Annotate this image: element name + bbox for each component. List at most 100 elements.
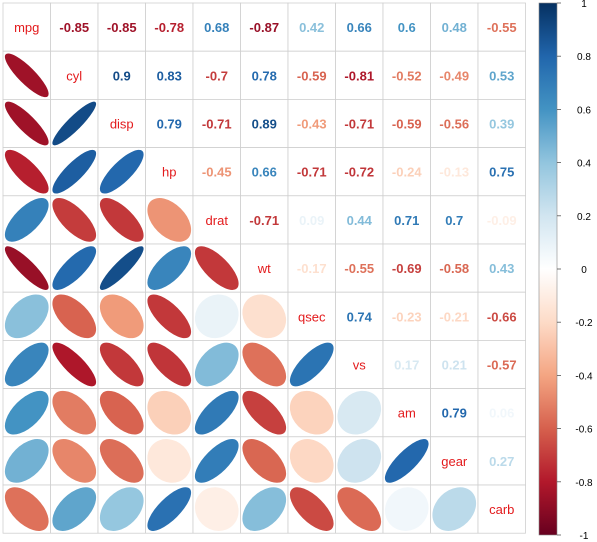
colorbar-tick-label: 0.4 — [577, 159, 591, 170]
correlation-value: -0.57 — [487, 358, 517, 373]
correlation-value: -0.59 — [392, 117, 422, 132]
correlation-ellipse — [147, 342, 192, 387]
correlation-value: -0.81 — [344, 68, 374, 83]
correlation-ellipse — [194, 487, 239, 531]
correlation-ellipse — [4, 487, 49, 531]
grid-cell — [240, 2, 289, 52]
correlation-value: 0.39 — [489, 117, 514, 132]
correlation-value: 0.89 — [252, 117, 277, 132]
correlation-value: -0.55 — [487, 20, 517, 35]
grid-cell — [240, 195, 289, 245]
correlation-ellipse — [99, 149, 144, 194]
correlation-value: 0.48 — [442, 20, 467, 35]
grid-cell — [335, 2, 384, 52]
colorbar: 1 0.8 0.6 0.4 0.2 0 -0.2 -0.4 -0.6 -0.8 -1 — [538, 0, 593, 542]
grid-cell — [477, 2, 526, 52]
correlation-ellipse — [52, 294, 97, 339]
grid-cell — [477, 243, 526, 293]
correlation-ellipse — [242, 487, 287, 531]
grid-cell — [240, 147, 289, 197]
correlation-ellipse — [4, 246, 49, 290]
correlation-ellipse — [194, 390, 239, 435]
correlation-ellipse — [52, 390, 97, 435]
correlation-value: 0.75 — [489, 165, 514, 180]
correlation-value: -0.71 — [202, 117, 232, 132]
correlation-ellipse — [4, 294, 49, 339]
correlation-ellipse — [289, 390, 334, 435]
grid-cell — [477, 388, 526, 438]
correlation-value: 0.74 — [347, 309, 373, 324]
variable-label-disp: disp — [110, 117, 134, 132]
correlation-ellipse — [337, 390, 382, 435]
colorbar-tick-label: -0.2 — [575, 318, 593, 329]
correlation-value: -0.85 — [107, 20, 137, 35]
correlation-ellipse — [99, 198, 144, 242]
correlation-ellipse — [194, 246, 239, 290]
grid-cell — [430, 147, 479, 197]
correlation-ellipse — [99, 246, 144, 290]
grid-cell — [477, 50, 526, 100]
correlation-ellipse — [4, 342, 49, 387]
correlation-ellipse — [194, 342, 239, 387]
correlation-value: -0.58 — [439, 261, 469, 276]
grid-cell — [192, 50, 241, 100]
grid-cell — [335, 339, 384, 389]
grid-cell — [477, 436, 526, 486]
correlation-value: 0.66 — [347, 20, 372, 35]
correlation-value: 0.6 — [398, 20, 416, 35]
correlation-value: -0.21 — [439, 309, 469, 324]
correlation-ellipse — [147, 439, 192, 483]
correlation-value: 0.79 — [442, 406, 467, 421]
variable-label-carb: carb — [489, 502, 514, 517]
correlation-ellipse — [52, 439, 97, 483]
correlation-value: 0.27 — [489, 454, 514, 469]
variable-label-hp: hp — [162, 165, 176, 180]
grid-cell — [430, 388, 479, 438]
correlation-ellipse — [4, 101, 49, 146]
correlation-ellipse — [242, 342, 287, 387]
correlation-value: 0.44 — [347, 213, 373, 228]
correlation-value: -0.71 — [344, 117, 374, 132]
grid-cell — [477, 195, 526, 245]
grid-cell — [477, 339, 526, 389]
correlation-ellipse — [99, 390, 144, 435]
correlation-ellipse — [147, 487, 192, 531]
correlation-ellipse — [99, 439, 144, 483]
correlation-ellipse — [289, 487, 334, 531]
correlation-value: 0.71 — [394, 213, 419, 228]
correlation-value: -0.43 — [297, 117, 327, 132]
grid-cell — [382, 388, 431, 438]
correlation-value: 0.09 — [299, 213, 324, 228]
correlation-ellipse — [52, 246, 97, 290]
grid-cell — [382, 99, 431, 149]
correlation-value: -0.56 — [439, 117, 469, 132]
correlation-value: 0.21 — [442, 358, 467, 373]
grid-cell — [430, 2, 479, 52]
correlation-value: -0.23 — [392, 309, 422, 324]
correlation-value: -0.87 — [249, 20, 279, 35]
correlation-ellipse — [147, 198, 192, 242]
correlation-value: 0.78 — [252, 68, 277, 83]
correlation-ellipse — [52, 487, 97, 531]
grid-cell — [50, 2, 99, 52]
variable-label-wt: wt — [257, 261, 271, 276]
colorbar-gradient — [538, 2, 558, 536]
grid-cell — [287, 291, 336, 341]
colorbar-tick-label: 1 — [581, 0, 587, 10]
correlation-value: -0.17 — [297, 261, 327, 276]
grid-cell — [382, 243, 431, 293]
correlation-value: 0.17 — [394, 358, 419, 373]
colorbar-tick-label: 0.2 — [577, 212, 591, 223]
grid-cell — [430, 339, 479, 389]
correlation-value: -0.09 — [487, 213, 517, 228]
correlation-value: -0.72 — [344, 165, 374, 180]
correlation-value: -0.66 — [487, 309, 517, 324]
grid-cell — [477, 291, 526, 341]
correlation-value: -0.71 — [249, 213, 279, 228]
correlation-ellipse — [194, 294, 239, 339]
correlation-value: 0.06 — [489, 406, 514, 421]
colorbar-tick-label: -0.6 — [575, 425, 593, 436]
correlation-value: 0.83 — [157, 68, 182, 83]
correlation-value: 0.68 — [204, 20, 229, 35]
